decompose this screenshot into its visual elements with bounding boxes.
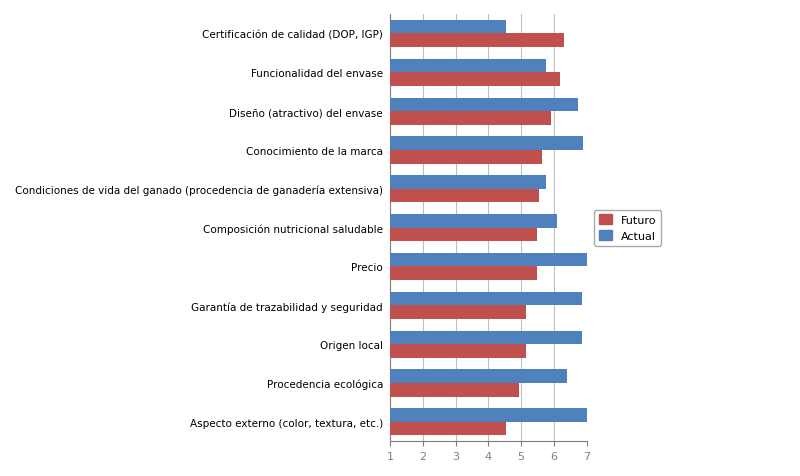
- Bar: [390, 21, 506, 34]
- Bar: [390, 60, 546, 73]
- Bar: [390, 228, 538, 242]
- Bar: [390, 150, 542, 164]
- Bar: [390, 215, 557, 228]
- Bar: [390, 99, 578, 112]
- Bar: [390, 370, 567, 383]
- Bar: [390, 292, 582, 306]
- Bar: [390, 408, 593, 422]
- Bar: [390, 422, 506, 436]
- Bar: [390, 306, 526, 319]
- Bar: [390, 345, 526, 358]
- Bar: [390, 267, 538, 280]
- Bar: [390, 34, 564, 48]
- Bar: [390, 176, 546, 189]
- Bar: [390, 253, 593, 267]
- Bar: [390, 73, 561, 87]
- Bar: [390, 112, 550, 126]
- Bar: [390, 383, 519, 397]
- Bar: [390, 137, 583, 150]
- Bar: [390, 331, 582, 345]
- Legend: Futuro, Actual: Futuro, Actual: [594, 210, 661, 246]
- Bar: [390, 189, 539, 203]
